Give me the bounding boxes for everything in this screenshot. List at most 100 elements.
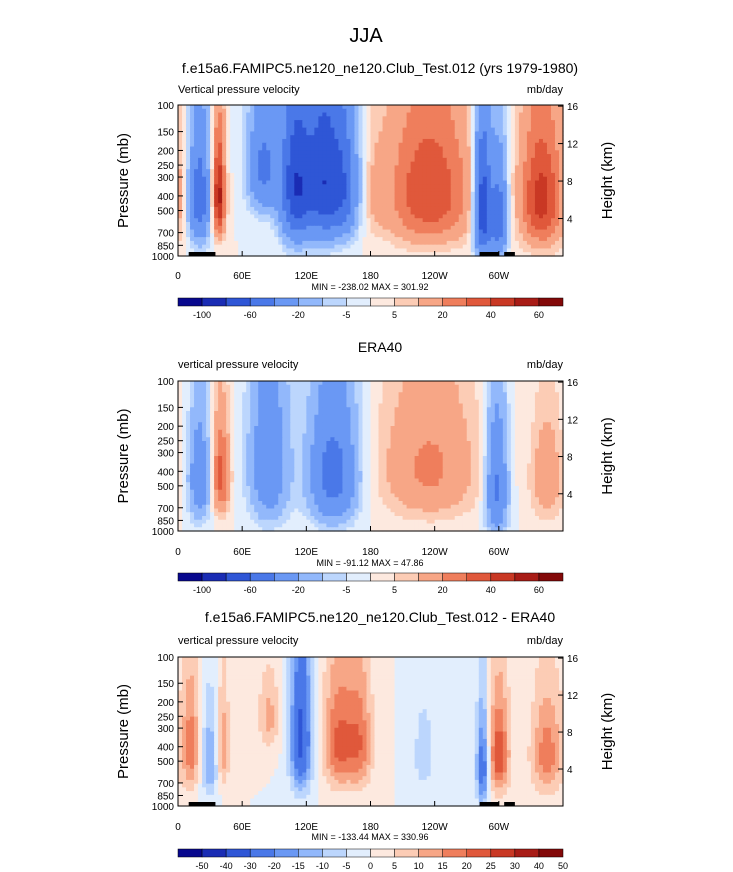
field-cell: [526, 180, 532, 185]
field-cell: [394, 396, 400, 401]
field-cell: [190, 131, 195, 136]
field-cell: [442, 176, 448, 182]
field-cell: [410, 169, 416, 174]
field-cell: [482, 237, 488, 242]
field-cell: [226, 225, 231, 231]
field-cell: [522, 199, 528, 204]
field-cell: [286, 210, 291, 216]
field-cell: [294, 138, 299, 144]
field-cell: [206, 138, 211, 144]
field-cell: [482, 157, 488, 163]
field-cell: [502, 206, 508, 212]
field-cell: [546, 123, 552, 129]
field-cell: [386, 407, 392, 412]
field-cell: [342, 418, 348, 423]
field-cell: [474, 206, 480, 212]
field-cell: [494, 384, 500, 390]
field-cell: [230, 210, 235, 216]
field-cell: [406, 218, 412, 223]
field-cell: [186, 154, 191, 159]
field-cell: [190, 112, 195, 117]
field-cell: [498, 127, 504, 133]
field-cell: [182, 414, 187, 420]
field-cell: [470, 165, 476, 170]
field-cell: [410, 146, 416, 151]
field-cell: [494, 184, 500, 189]
field-cell: [558, 123, 564, 129]
field-cell: [230, 407, 235, 412]
field-cell: [318, 418, 323, 423]
field-cell: [326, 112, 331, 117]
stats-label: MIN = -238.02 MAX = 301.92: [311, 282, 428, 292]
field-cell: [322, 240, 327, 246]
field-cell: [438, 237, 444, 242]
field-cell: [446, 120, 452, 125]
field-cell: [186, 135, 191, 140]
field-cell: [518, 191, 524, 197]
field-cell: [426, 418, 432, 423]
field-cell: [534, 127, 540, 133]
field-cell: [458, 206, 464, 212]
field-cell: [198, 381, 203, 386]
field-cell: [250, 184, 255, 189]
field-cell: [434, 180, 440, 185]
field-cell: [270, 142, 275, 148]
field-cell: [466, 396, 472, 401]
field-cell: [358, 146, 364, 151]
field-cell: [414, 172, 420, 178]
field-cell: [298, 203, 303, 208]
field-cell: [546, 237, 552, 242]
subtitle-right: mb/day: [527, 359, 564, 371]
colorbar-swatch: [249, 297, 275, 307]
field-cell: [206, 184, 211, 189]
field-cell: [486, 116, 492, 121]
field-cell: [506, 411, 512, 416]
field-cell: [454, 146, 460, 151]
field-cell: [486, 414, 492, 420]
field-cell: [314, 112, 319, 117]
field-cell: [270, 116, 275, 121]
field-cell: [534, 403, 540, 408]
field-cell: [438, 108, 444, 114]
field-cell: [382, 252, 388, 257]
field-cell: [406, 396, 412, 401]
field-cell: [542, 127, 548, 133]
field-cell: [526, 146, 532, 151]
field-cell: [290, 214, 295, 219]
field-cell: [298, 180, 303, 185]
field-cell: [298, 154, 303, 159]
field-cell: [210, 191, 215, 197]
field-cell: [398, 229, 404, 234]
field-cell: [514, 384, 520, 390]
field-cell: [318, 237, 323, 242]
field-cell: [378, 396, 384, 401]
field-cell: [434, 127, 440, 133]
field-cell: [390, 218, 396, 223]
field-cell: [242, 131, 247, 136]
field-cell: [450, 195, 456, 200]
field-cell: [302, 237, 307, 242]
field-cell: [306, 399, 311, 405]
field-cell: [282, 180, 287, 185]
field-cell: [266, 154, 271, 159]
field-cell: [382, 199, 388, 204]
field-cell: [526, 161, 532, 167]
field-cell: [226, 407, 231, 412]
field-cell: [298, 138, 303, 144]
field-cell: [326, 184, 331, 189]
field-cell: [314, 157, 319, 163]
field-cell: [338, 176, 344, 182]
field-cell: [410, 214, 416, 219]
field-cell: [250, 225, 255, 231]
field-cell: [306, 120, 311, 125]
field-cell: [238, 403, 243, 408]
field-cell: [274, 244, 279, 250]
field-cell: [370, 218, 376, 223]
field-cell: [406, 407, 412, 412]
field-cell: [282, 384, 287, 390]
field-cell: [406, 388, 412, 393]
field-cell: [198, 116, 203, 121]
field-cell: [270, 154, 275, 159]
field-cell: [182, 203, 187, 208]
